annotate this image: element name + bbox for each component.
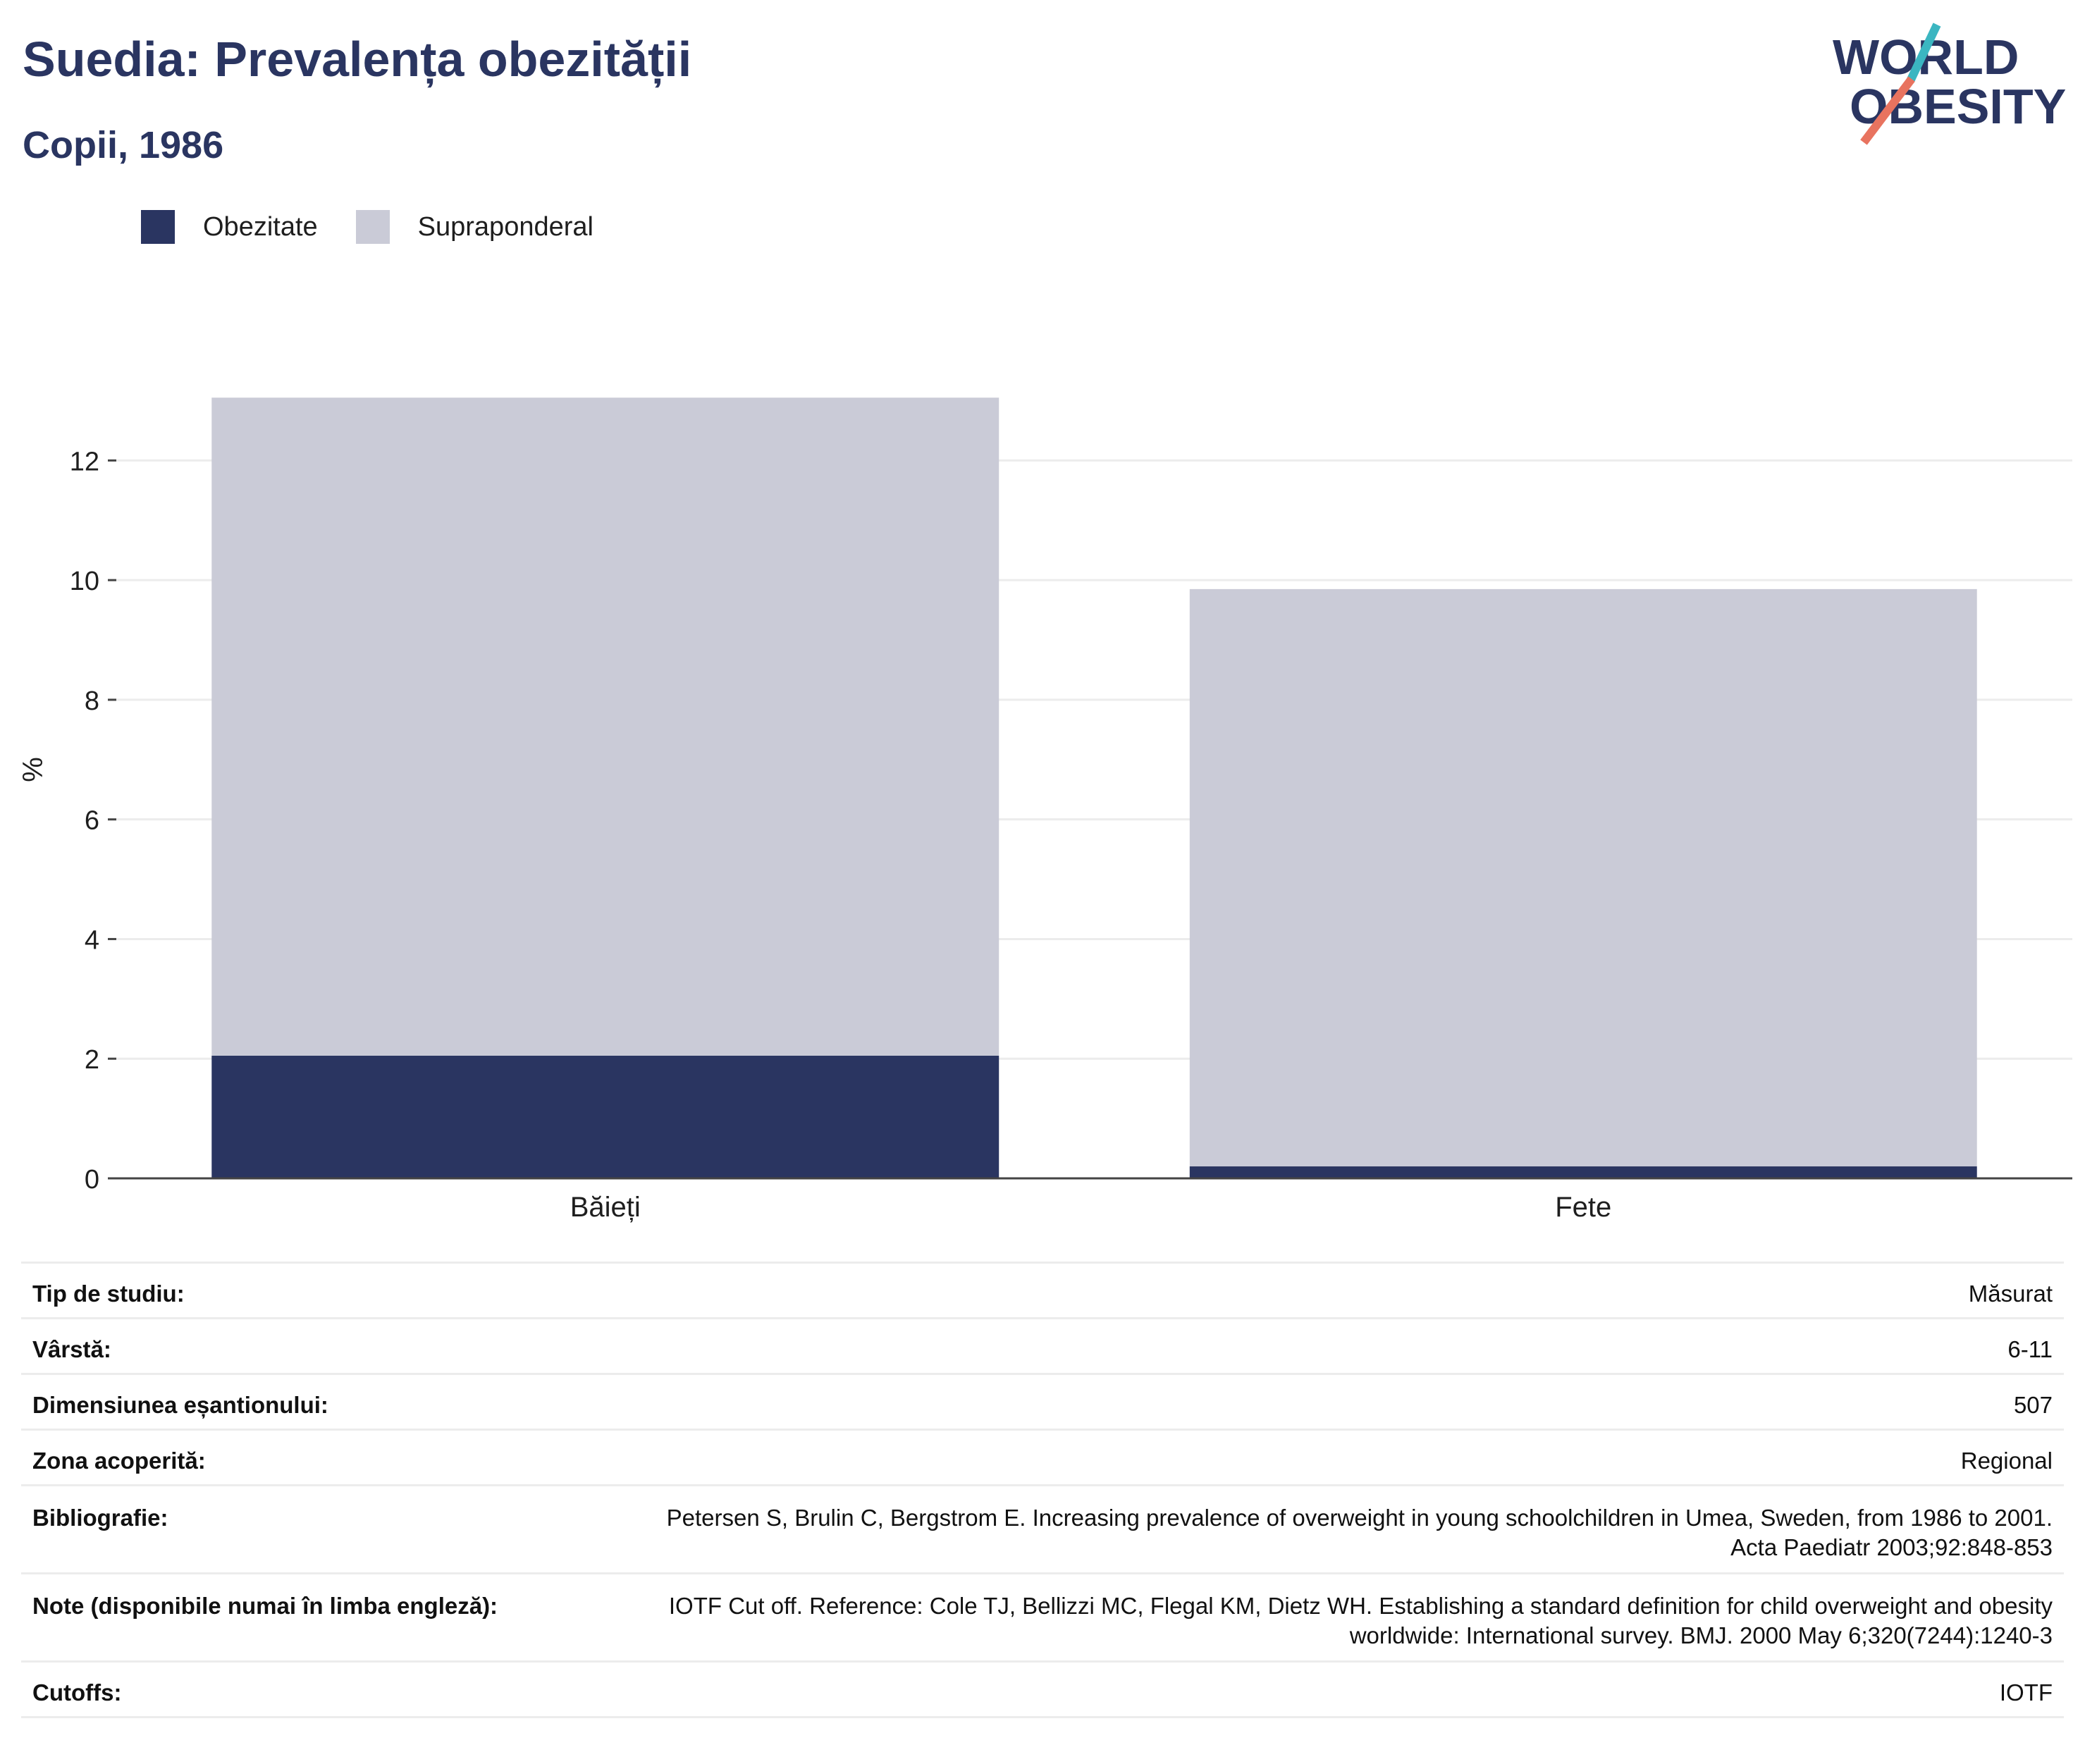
info-key: Zona acoperită:: [21, 1429, 515, 1486]
logo-stroke-coral: [1860, 76, 1915, 145]
bar-obezitate-2[interactable]: [1189, 1166, 1977, 1178]
info-key: Vârstă:: [21, 1317, 515, 1375]
info-value: Regional: [515, 1429, 2064, 1486]
table-row: Vârstă: 6-11: [21, 1317, 2064, 1375]
info-value-line: Petersen S, Brulin C, Bergstrom E. Incre…: [666, 1505, 2053, 1531]
stacked-bar-chart: 0 2 4 6 8 10 12 Băieți Fete %: [18, 397, 2072, 1223]
legend-label: Obezitate: [203, 211, 318, 242]
info-value-line: worldwide: International survey. BMJ. 20…: [1349, 1622, 2053, 1648]
x-tick-label: Băieți: [570, 1192, 641, 1223]
study-info-table: Tip de studiu: Măsurat Vârstă: 6-11 Dimens…: [21, 1262, 2064, 1718]
x-axis-ticks: Băieți Fete: [570, 1192, 1612, 1223]
info-value: Petersen S, Brulin C, Bergstrom E. Incre…: [515, 1484, 2064, 1574]
table-row: Cutoffs: IOTF: [21, 1660, 2064, 1718]
legend: Obezitate Supraponderal: [141, 210, 632, 244]
y-axis-ticks: 0 2 4 6 8 10 12: [70, 447, 116, 1195]
legend-swatch-obezitate: [141, 210, 175, 244]
chart-title: Suedia: Prevalența obezității: [23, 32, 692, 87]
info-key: Cutoffs:: [21, 1660, 515, 1718]
y-tick-label: 0: [85, 1165, 99, 1195]
legend-item-supraponderal[interactable]: Supraponderal: [355, 210, 593, 244]
info-key: Tip de studiu:: [21, 1262, 515, 1319]
legend-swatch-supraponderal: [355, 210, 390, 244]
info-value: Măsurat: [515, 1262, 2064, 1319]
y-tick-label: 12: [70, 447, 99, 476]
bar-supraponderal-1[interactable]: [211, 397, 1000, 1056]
table-row: Dimensiunea eșantionului: 507: [21, 1373, 2064, 1431]
y-tick-label: 4: [85, 925, 99, 955]
info-value: 6-11: [515, 1317, 2064, 1375]
world-obesity-logo: WORLD OBESITY: [1833, 23, 2066, 145]
info-key: Note (disponibile numai în limba engleză…: [21, 1572, 515, 1663]
info-value: 507: [515, 1373, 2064, 1431]
bar-obezitate-1[interactable]: [211, 1055, 1000, 1178]
y-tick-label: 6: [85, 806, 99, 836]
table-row: Tip de studiu: Măsurat: [21, 1262, 2064, 1319]
info-value-line: IOTF Cut off. Reference: Cole TJ, Belliz…: [668, 1593, 2053, 1619]
table-row: Note (disponibile numai în limba engleză…: [21, 1572, 2064, 1663]
info-value: IOTF Cut off. Reference: Cole TJ, Belliz…: [515, 1572, 2064, 1663]
info-key: Dimensiunea eșantionului:: [21, 1373, 515, 1431]
info-value-line: Acta Paediatr 2003;92:848-853: [1730, 1534, 2053, 1560]
y-tick-label: 8: [85, 686, 99, 716]
y-tick-label: 10: [70, 567, 99, 596]
info-key: Bibliografie:: [21, 1484, 515, 1574]
logo-stroke-teal: [1906, 23, 1941, 83]
legend-label: Supraponderal: [417, 211, 593, 242]
x-tick-label: Fete: [1555, 1192, 1611, 1223]
chart-subtitle: Copii, 1986: [23, 124, 224, 166]
legend-item-obezitate[interactable]: Obezitate: [141, 210, 318, 244]
bars: [211, 397, 1977, 1178]
bar-supraponderal-2[interactable]: [1189, 588, 1977, 1167]
y-tick-label: 2: [85, 1045, 99, 1075]
table-row: Zona acoperită: Regional: [21, 1429, 2064, 1486]
table-row: Bibliografie: Petersen S, Brulin C, Bergs…: [21, 1484, 2064, 1574]
y-axis-label: %: [18, 757, 49, 782]
info-value: IOTF: [515, 1660, 2064, 1718]
